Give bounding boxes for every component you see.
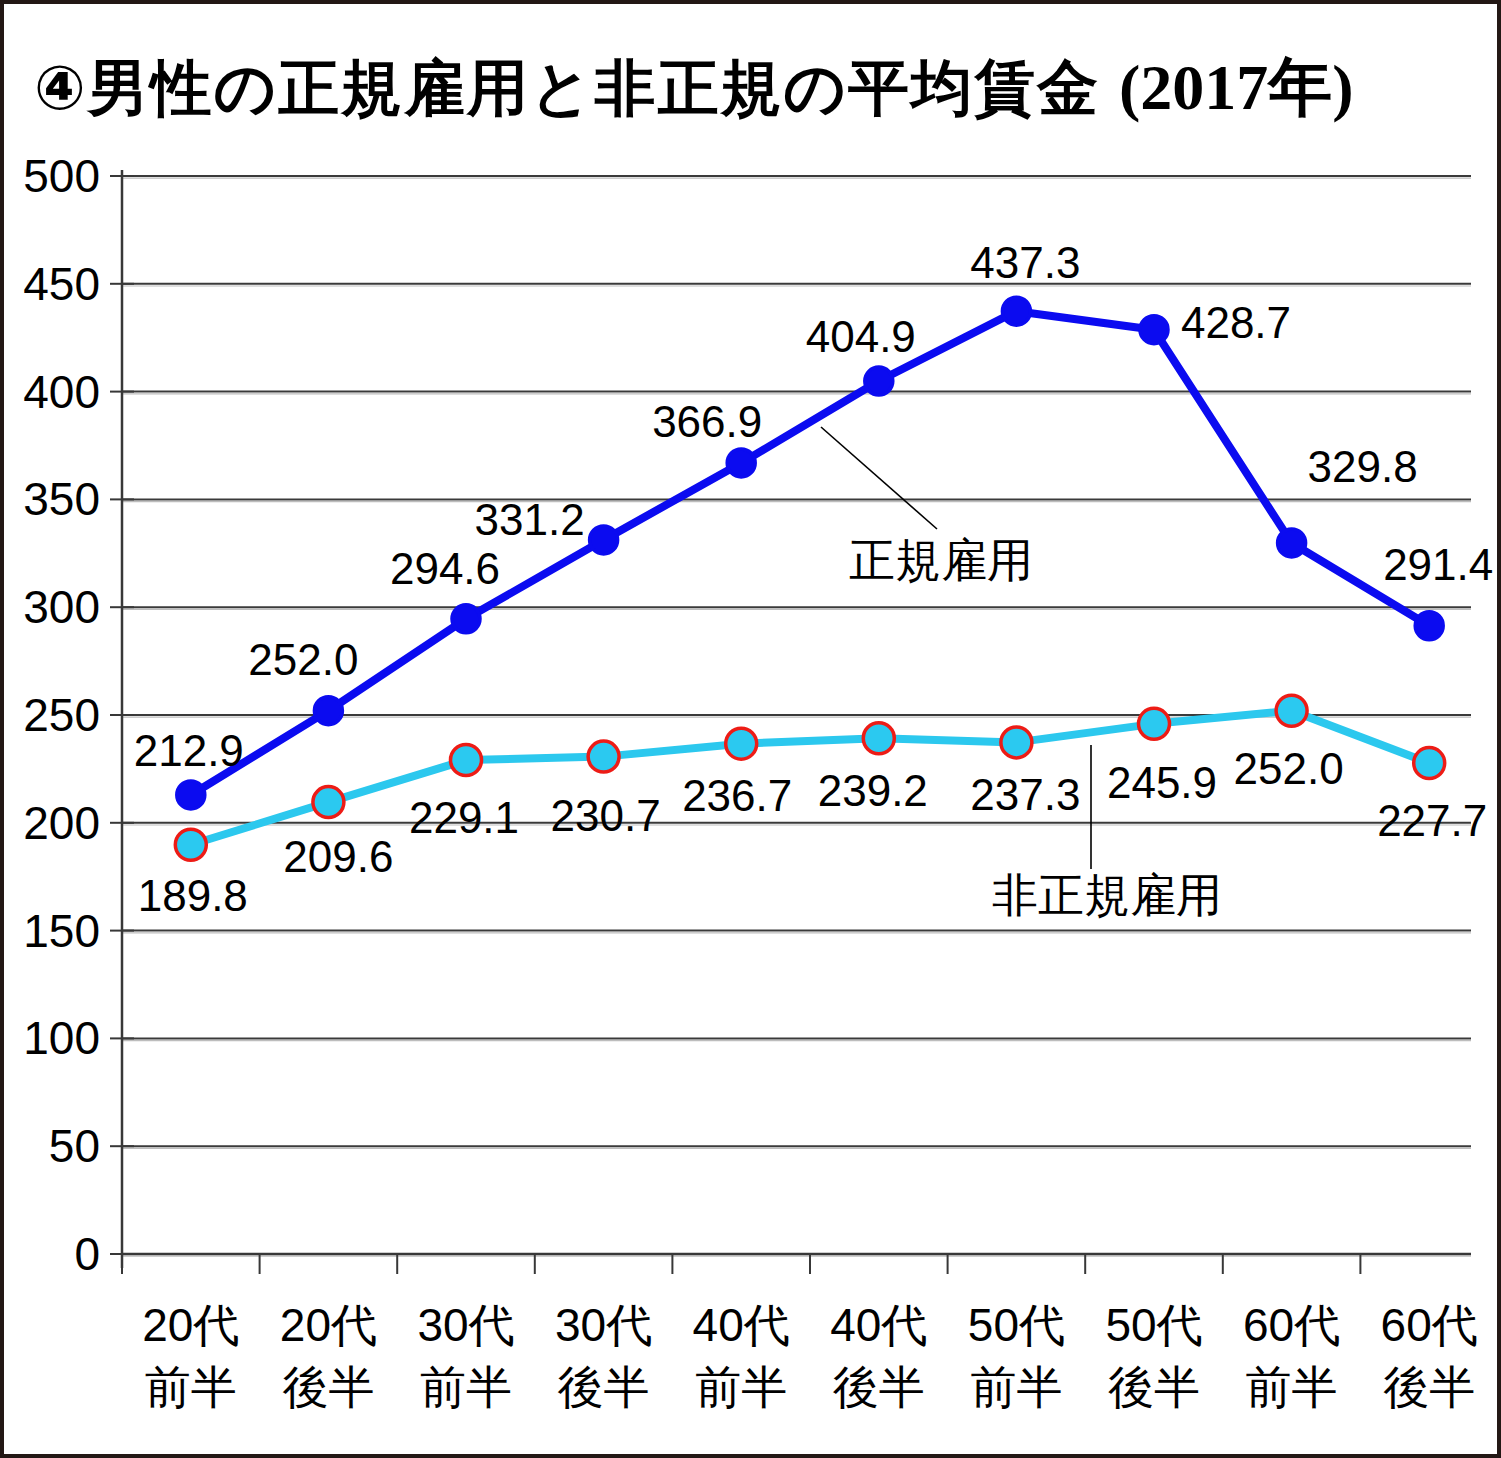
data-point-marker — [313, 787, 344, 818]
data-label: 428.7 — [1181, 298, 1291, 347]
data-label: 245.9 — [1107, 758, 1217, 807]
data-label: 329.8 — [1308, 442, 1418, 491]
x-axis-label: 20代前半 — [142, 1299, 239, 1413]
chart-frame: ④男性の正規雇用と非正規の平均賃金 (2017年) 0 50 100 150 200 25… — [0, 0, 1501, 1458]
data-label: 331.2 — [475, 495, 585, 544]
data-point-marker — [726, 728, 757, 759]
x-axis-label: 60代後半 — [1381, 1299, 1478, 1413]
data-point-marker — [588, 741, 619, 772]
series-line-regular — [191, 311, 1429, 795]
x-axis-label: 40代前半 — [693, 1299, 790, 1413]
chart-svg: 0 50 100 150 200 250 300 350 400 450 500 20代前半 20代後半… — [4, 4, 1497, 1454]
data-point-marker — [1002, 297, 1030, 325]
x-axis-label: 30代後半 — [555, 1299, 652, 1413]
data-label: 366.9 — [652, 397, 762, 446]
x-axis-label: 40代後半 — [830, 1299, 927, 1413]
data-point-marker — [863, 723, 894, 754]
data-label: 237.3 — [970, 770, 1080, 819]
data-label: 209.6 — [283, 832, 393, 881]
data-point-marker — [1140, 316, 1168, 344]
data-label: 404.9 — [806, 312, 916, 361]
data-point-marker — [1415, 612, 1443, 640]
data-point-marker — [1276, 695, 1307, 726]
data-point-marker — [1278, 529, 1306, 557]
y-axis-label: 450 — [23, 258, 100, 310]
data-point-marker — [727, 449, 755, 477]
data-label: 189.8 — [138, 871, 248, 920]
y-axis-label: 200 — [23, 797, 100, 849]
y-axis-label: 150 — [23, 905, 100, 957]
data-point-marker — [314, 697, 342, 725]
data-label: 229.1 — [409, 793, 519, 842]
data-point-marker — [1001, 727, 1032, 758]
y-axis-label: 0 — [74, 1228, 100, 1280]
data-point-marker — [452, 605, 480, 633]
callout-leader-line — [821, 427, 937, 529]
chart-title-year: (2017年) — [1119, 52, 1354, 123]
x-axis-label: 60代前半 — [1243, 1299, 1340, 1413]
data-label: 236.7 — [682, 771, 792, 820]
data-point-marker — [865, 367, 893, 395]
y-axis-label: 500 — [23, 150, 100, 202]
series-callout-label: 非正規雇用 — [992, 869, 1222, 921]
chart-title-main: ④男性の正規雇用と非正規の平均賃金 — [34, 54, 1100, 122]
data-label: 252.0 — [1234, 744, 1344, 793]
data-label: 291.4 — [1383, 540, 1493, 589]
data-point-marker — [590, 526, 618, 554]
x-axis-label: 30代前半 — [417, 1299, 514, 1413]
y-axis-label: 350 — [23, 473, 100, 525]
chart-title: ④男性の正規雇用と非正規の平均賃金 (2017年) — [34, 44, 1474, 131]
y-axis-label: 50 — [49, 1120, 100, 1172]
data-label: 230.7 — [551, 791, 661, 840]
data-point-marker — [175, 829, 206, 860]
data-label: 294.6 — [390, 544, 500, 593]
y-axis-label: 100 — [23, 1012, 100, 1064]
data-label: 437.3 — [970, 238, 1080, 287]
data-label: 239.2 — [818, 766, 928, 815]
data-label: 252.0 — [248, 635, 358, 684]
x-axis-label: 20代後半 — [280, 1299, 377, 1413]
data-point-marker — [1414, 748, 1445, 779]
series-callout-label: 正規雇用 — [849, 534, 1033, 586]
y-axis-label: 250 — [23, 689, 100, 741]
data-point-marker — [177, 781, 205, 809]
x-axis-label: 50代前半 — [968, 1299, 1065, 1413]
y-axis-label: 400 — [23, 366, 100, 418]
data-point-marker — [451, 745, 482, 776]
data-point-marker — [1139, 708, 1170, 739]
x-axis-label: 50代後半 — [1105, 1299, 1202, 1413]
y-axis-label: 300 — [23, 581, 100, 633]
data-label: 227.7 — [1377, 796, 1487, 845]
data-label: 212.9 — [134, 726, 244, 775]
